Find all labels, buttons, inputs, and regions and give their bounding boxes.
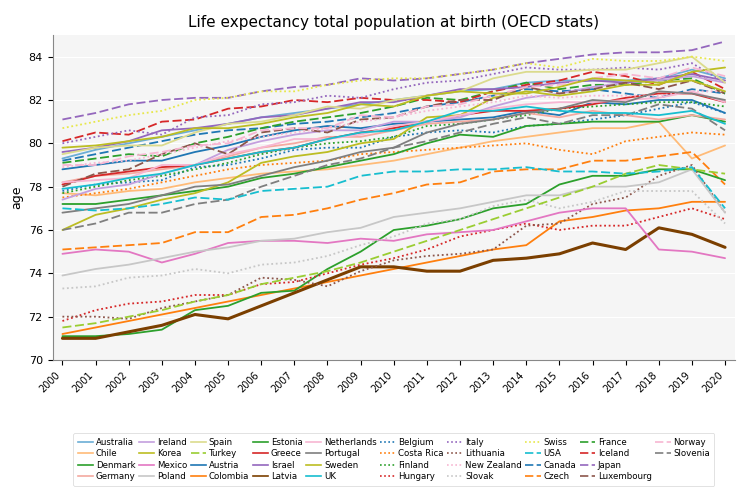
Title: Life expectancy total population at birth (OECD stats): Life expectancy total population at birt… [188,14,599,30]
Legend: Australia, Chile, Denmark, Germany, Ireland, Korea, Mexico, Poland, Spain, Turke: Australia, Chile, Denmark, Germany, Irel… [74,433,714,486]
Y-axis label: age: age [10,186,23,209]
